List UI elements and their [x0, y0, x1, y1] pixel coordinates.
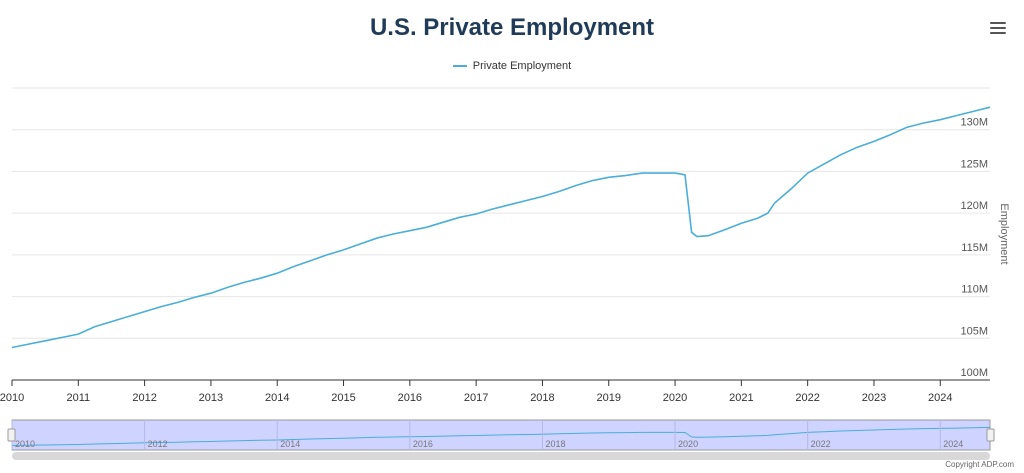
navigator-scrollbar[interactable] [12, 452, 990, 460]
navigator-tick-label: 2014 [280, 439, 300, 449]
x-tick-label: 2017 [464, 392, 488, 404]
y-tick-label: 110M [961, 284, 988, 296]
x-tick-label: 2011 [66, 392, 90, 404]
x-tick-label: 2018 [530, 392, 554, 404]
x-tick-label: 2013 [199, 392, 223, 404]
navigator-handle-right[interactable] [986, 428, 995, 442]
x-tick-label: 2022 [795, 392, 819, 404]
y-tick-label: 115M [961, 242, 988, 254]
legend-swatch [452, 65, 467, 68]
copyright-credit: Copyright ADP.com [945, 460, 1014, 469]
navigator-tick-label: 2012 [148, 439, 168, 449]
y-tick-label: 120M [960, 200, 988, 212]
navigator-tick-label: 2018 [545, 439, 565, 449]
x-tick-label: 2023 [862, 392, 886, 404]
navigator-tick-label: 2016 [413, 439, 433, 449]
x-tick-label: 2019 [597, 392, 621, 404]
x-tick-label: 2021 [729, 392, 753, 404]
legend-entry: Private Employment [472, 60, 572, 72]
x-tick-label: 2016 [398, 392, 422, 404]
legend[interactable]: Private Employment [0, 60, 1024, 72]
y-axis-title: Employment [998, 203, 1010, 264]
navigator-tick-label: 2022 [811, 439, 831, 449]
x-tick-label: 2012 [132, 392, 156, 404]
y-tick-label: 105M [960, 325, 988, 337]
x-tick-label: 2014 [265, 392, 289, 404]
x-tick-label: 2024 [928, 392, 952, 404]
chart-title: U.S. Private Employment [369, 14, 655, 41]
hamburger-menu-icon[interactable] [990, 22, 1006, 38]
navigator-tick-label: 2010 [15, 439, 35, 449]
navigator-tick-label: 2020 [678, 439, 698, 449]
y-tick-label: 130M [960, 117, 988, 129]
y-tick-label: 100M [960, 367, 988, 379]
x-tick-label: 2010 [0, 392, 24, 404]
series-line-private-employment[interactable] [11, 106, 991, 349]
x-tick-label: 2015 [331, 392, 355, 404]
x-tick-label: 2020 [663, 392, 687, 404]
navigator-series-line [11, 426, 991, 446]
y-tick-label: 125M [960, 158, 988, 170]
navigator-handle-left[interactable] [7, 428, 16, 442]
navigator-tick-label: 2024 [943, 439, 963, 449]
